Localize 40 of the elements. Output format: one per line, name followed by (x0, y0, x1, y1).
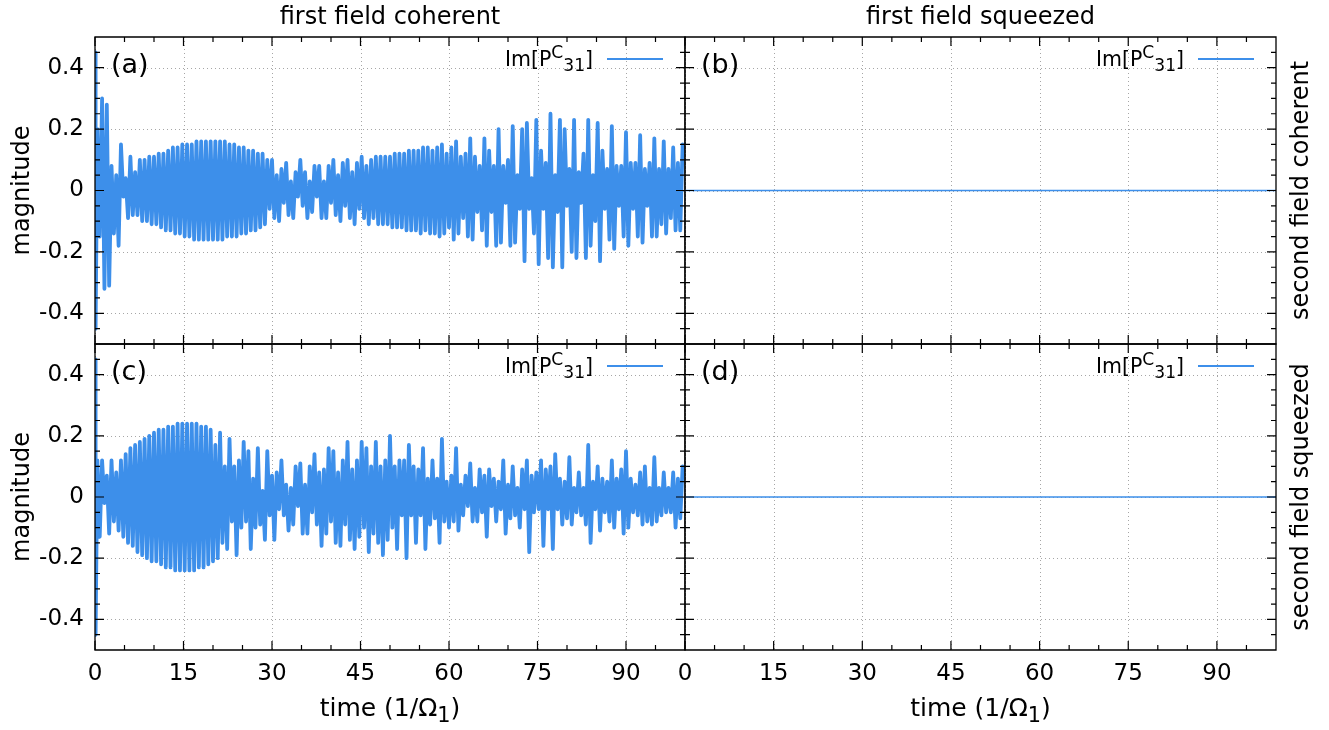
x-tick-label: 30 (847, 658, 877, 685)
chart-title: first field coherent (279, 2, 501, 31)
x-tick-label: 60 (434, 658, 464, 685)
y2-axis-title: second field coherent (1286, 60, 1315, 321)
y-tick-label: -0.2 (39, 543, 84, 570)
y-tick-label: 0 (69, 481, 84, 508)
y-tick-label: 0.4 (47, 359, 84, 386)
x-tick-label: 90 (611, 658, 641, 685)
x-tick-label: 75 (522, 658, 553, 685)
y-tick-label: 0.4 (47, 52, 84, 79)
y2-axis-title: second field squeezed (1286, 363, 1315, 631)
x-tick-label: 45 (345, 658, 376, 685)
x-tick-label: 0 (87, 658, 103, 685)
annotation: (d) (701, 355, 740, 387)
annotation: (c) (111, 355, 147, 387)
x-tick-label: 15 (759, 658, 789, 685)
x-tick-label: 30 (257, 658, 287, 685)
x-tick-label: 45 (936, 658, 966, 685)
x-axis-title: time (1/Ω$_{1}$) (318, 693, 462, 728)
annotation: (a) (111, 48, 149, 80)
y-axis-title: magnitude (6, 432, 35, 562)
x-tick-label: 15 (168, 658, 199, 685)
y-tick-label: -0.2 (39, 236, 84, 263)
chart-title: first field squeezed (865, 2, 1096, 31)
x-tick-label: 60 (1024, 658, 1055, 685)
y-axis-title: magnitude (6, 125, 35, 256)
x-axis-title: time (1/Ω$_{1}$) (909, 693, 1052, 728)
y-tick-label: 0 (69, 175, 84, 202)
y-tick-label: -0.4 (39, 298, 84, 325)
x-tick-label: 0 (677, 658, 693, 685)
legend-label: Im[P$^{C}$$_{31}$] (504, 42, 593, 75)
y-tick-label: 0.2 (47, 420, 84, 447)
y-tick-label: 0.2 (47, 114, 84, 141)
legend-label: Im[P$^{C}$$_{31}$] (1095, 349, 1184, 382)
annotation: (b) (701, 48, 740, 80)
x-tick-label: 75 (1113, 658, 1143, 685)
x-tick-label: 90 (1202, 658, 1232, 685)
legend-label: Im[P$^{C}$$_{31}$] (504, 349, 593, 382)
legend-label: Im[P$^{C}$$_{31}$] (1095, 42, 1184, 75)
y-tick-label: -0.4 (39, 604, 84, 631)
